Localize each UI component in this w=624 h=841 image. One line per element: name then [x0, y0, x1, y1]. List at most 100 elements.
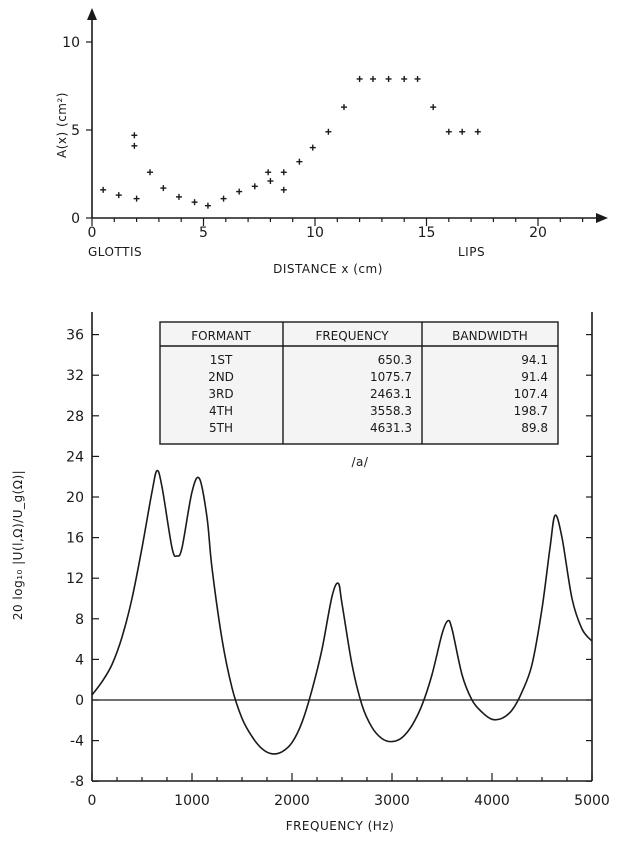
area-point — [133, 195, 140, 202]
area-point — [220, 195, 227, 202]
table-row: 1ST 650.3 94.1 — [210, 353, 548, 367]
area-point — [236, 188, 243, 195]
top-y-axis-label: A(x) (cm²) — [55, 92, 69, 158]
bottom-x-axis-label: FREQUENCY (Hz) — [286, 819, 395, 833]
table-cell-bandwidth: 89.8 — [521, 421, 548, 435]
area-point — [414, 75, 421, 82]
table-cell-frequency: 1075.7 — [370, 370, 412, 384]
table-cell-formant: 3RD — [208, 387, 233, 401]
table-row: 3RD 2463.1 107.4 — [208, 387, 548, 401]
area-point — [340, 104, 347, 111]
area-point — [191, 199, 198, 206]
area-point — [251, 183, 258, 190]
area-point — [356, 75, 363, 82]
table-cell-frequency: 4631.3 — [370, 421, 412, 435]
top-x-tick-label: 20 — [529, 225, 547, 241]
area-point — [280, 169, 287, 176]
area-point — [445, 128, 452, 135]
formant-table-frame — [159, 321, 559, 445]
area-point — [385, 75, 392, 82]
area-point — [160, 185, 167, 192]
area-point — [115, 192, 122, 199]
bottom-y-tick-label: 8 — [75, 612, 84, 628]
bottom-y-tick-label: 12 — [66, 571, 84, 587]
area-point — [309, 144, 316, 151]
table-cell-frequency: 2463.1 — [370, 387, 412, 401]
bottom-y-ticks: -8 -4 0 4 8 12 16 20 24 28 32 36 — [66, 328, 592, 790]
glottis-label: GLOTTIS — [88, 245, 142, 259]
bottom-x-tick-label: 4000 — [474, 793, 510, 809]
area-point — [280, 186, 287, 193]
table-cell-bandwidth: 107.4 — [514, 387, 548, 401]
top-y-tick-label: 5 — [71, 123, 80, 139]
formant-table: FORMANT FREQUENCY BANDWIDTH 1ST 650.3 94.1… — [159, 321, 559, 469]
bottom-x-tick-label: 2000 — [274, 793, 310, 809]
area-function-plot: 0 5 10 0 5 10 15 20 GLOTTIS LIPS DISTANCE x (c… — [55, 8, 608, 276]
top-y-tick-label: 0 — [71, 211, 80, 227]
lips-label: LIPS — [458, 245, 485, 259]
table-cell-formant: 1ST — [210, 353, 233, 367]
bottom-y-tick-label: -8 — [70, 774, 84, 790]
top-y-ticks: 0 5 10 — [62, 35, 92, 227]
area-point — [474, 128, 481, 135]
area-point — [325, 128, 332, 135]
area-point — [369, 75, 376, 82]
vowel-caption: /a/ — [352, 455, 369, 469]
table-cell-formant: 5TH — [209, 421, 233, 435]
bottom-y-tick-label: 0 — [75, 693, 84, 709]
bottom-x-ticks: 0 1000 2000 3000 4000 5000 — [88, 773, 610, 809]
table-cell-frequency: 3558.3 — [370, 404, 412, 418]
bottom-y-tick-label: -4 — [70, 734, 84, 750]
area-point — [401, 75, 408, 82]
bottom-y-tick-label: 16 — [66, 531, 84, 547]
table-rows: 1ST 650.3 94.1 2ND 1075.7 91.4 3RD 2463.1 107.4 4… — [208, 353, 548, 435]
table-cell-formant: 4TH — [209, 404, 233, 418]
table-cell-formant: 2ND — [208, 370, 234, 384]
table-row: 4TH 3558.3 198.7 — [209, 404, 548, 418]
area-point — [146, 169, 153, 176]
area-point — [267, 178, 274, 185]
area-point — [430, 104, 437, 111]
table-cell-frequency: 650.3 — [378, 353, 412, 367]
table-header-formant: FORMANT — [191, 329, 251, 343]
area-points — [100, 75, 481, 209]
area-point — [131, 132, 138, 139]
table-header-bandwidth: BANDWIDTH — [452, 329, 528, 343]
transfer-function-plot: -8 -4 0 4 8 12 16 20 24 28 32 36 0 1000 2000 3000 4000 5… — [11, 312, 610, 833]
area-point — [265, 169, 272, 176]
bottom-x-tick-label: 1000 — [174, 793, 210, 809]
table-header-frequency: FREQUENCY — [315, 329, 389, 343]
top-y-tick-label: 10 — [62, 35, 80, 51]
area-point — [296, 158, 303, 165]
top-x-axis-label: DISTANCE x (cm) — [273, 262, 383, 276]
bottom-y-tick-label: 20 — [66, 490, 84, 506]
transfer-function-curve — [91, 469, 593, 755]
area-point — [459, 128, 466, 135]
table-row: 2ND 1075.7 91.4 — [208, 370, 548, 384]
bottom-y-tick-label: 24 — [66, 449, 84, 465]
area-point — [131, 142, 138, 149]
area-point — [204, 202, 211, 209]
area-point — [175, 193, 182, 200]
top-x-tick-label: 0 — [88, 225, 97, 241]
bottom-y-tick-label: 28 — [66, 409, 84, 425]
top-y-axis-arrow — [87, 8, 97, 20]
top-x-tick-label: 15 — [418, 225, 436, 241]
top-x-ticks: 0 5 10 15 20 — [88, 218, 584, 241]
table-cell-bandwidth: 94.1 — [521, 353, 548, 367]
bottom-x-tick-label: 3000 — [374, 793, 410, 809]
area-point — [100, 186, 107, 193]
bottom-x-tick-label: 5000 — [574, 793, 610, 809]
bottom-x-tick-label: 0 — [88, 793, 97, 809]
top-x-tick-label: 10 — [306, 225, 324, 241]
table-cell-bandwidth: 198.7 — [514, 404, 548, 418]
table-cell-bandwidth: 91.4 — [521, 370, 548, 384]
top-x-axis-arrow — [596, 213, 608, 223]
table-row: 5TH 4631.3 89.8 — [209, 421, 548, 435]
bottom-y-tick-label: 32 — [66, 368, 84, 384]
bottom-y-tick-label: 4 — [75, 652, 84, 668]
top-x-tick-label: 5 — [199, 225, 208, 241]
bottom-y-axis-label: 20 log₁₀ |U(l,Ω)/U_g(Ω)| — [11, 470, 25, 620]
bottom-y-tick-label: 36 — [66, 328, 84, 344]
